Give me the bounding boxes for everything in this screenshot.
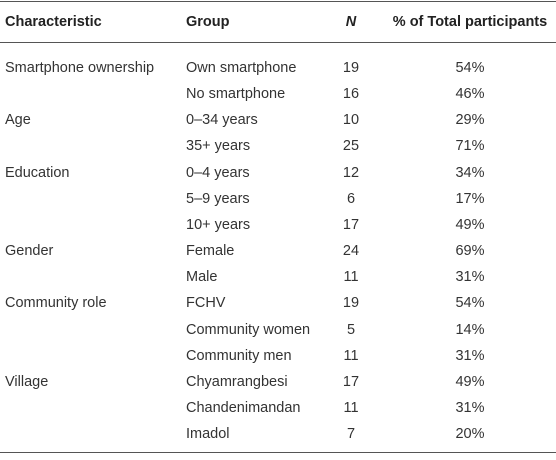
pct-cell: 14%: [455, 321, 485, 338]
pct-cell: 34%: [455, 164, 485, 181]
pct-cell: 29%: [455, 112, 485, 129]
group-cell: FCHV: [186, 295, 226, 312]
n-cell: 11: [343, 269, 359, 286]
group-cell: 10+ years: [186, 216, 251, 233]
group-cell: Imadol: [186, 426, 230, 443]
group-cell: 5–9 years: [186, 190, 250, 207]
pct-cell: 17%: [455, 190, 485, 207]
pct-cell: 31%: [455, 399, 485, 416]
n-cell: 19: [342, 295, 360, 312]
pct-cell: 54%: [455, 295, 485, 312]
n-cell: 11: [343, 347, 359, 364]
characteristic-cell: Age: [5, 112, 31, 129]
n-cell: 19: [342, 60, 360, 76]
header-cell: % of Total participants: [392, 14, 548, 30]
group-cell: Female: [186, 243, 235, 260]
header-rule: [0, 42, 556, 43]
characteristic-cell: Smartphone ownership: [5, 60, 155, 76]
top-rule: [0, 1, 556, 2]
group-cell: Community women: [186, 321, 311, 338]
group-cell: 35+ years: [186, 138, 251, 155]
n-cell: 7: [346, 426, 356, 443]
pct-cell: 69%: [455, 243, 485, 260]
group-cell: Community men: [186, 347, 292, 364]
characteristic-cell: Community role: [5, 295, 107, 312]
n-cell: 10: [342, 112, 360, 129]
characteristic-cell: Gender: [5, 243, 54, 260]
n-cell: 6: [346, 190, 356, 207]
n-cell: 11: [343, 399, 359, 416]
n-cell: 25: [342, 138, 360, 155]
group-cell: 0–34 years: [186, 112, 258, 129]
pct-cell: 20%: [455, 426, 485, 443]
header-cell: Group: [186, 14, 230, 30]
pct-cell: 71%: [455, 138, 485, 155]
pct-cell: 49%: [455, 373, 485, 390]
n-cell: 12: [342, 164, 360, 181]
n-cell: 5: [346, 321, 356, 338]
pct-cell: 46%: [455, 86, 485, 103]
n-cell: 16: [342, 86, 360, 103]
n-cell: 24: [342, 243, 360, 260]
n-cell: 17: [342, 373, 360, 390]
n-cell: 17: [342, 216, 360, 233]
characteristic-cell: Village: [5, 373, 49, 390]
pct-cell: 54%: [455, 60, 485, 76]
group-cell: Chandenimandan: [186, 399, 301, 416]
group-cell: Chyamrangbesi: [186, 373, 288, 390]
header-cell: N: [345, 14, 357, 30]
group-cell: Own smartphone: [186, 60, 297, 76]
pct-cell: 49%: [455, 216, 485, 233]
header-cell: Characteristic: [5, 14, 102, 30]
pct-cell: 31%: [455, 269, 485, 286]
characteristic-cell: Education: [5, 164, 70, 181]
pct-cell: 31%: [455, 347, 485, 364]
bottom-rule: [0, 452, 556, 453]
group-cell: No smartphone: [186, 86, 286, 103]
group-cell: Male: [186, 269, 218, 286]
group-cell: 0–4 years: [186, 164, 250, 181]
